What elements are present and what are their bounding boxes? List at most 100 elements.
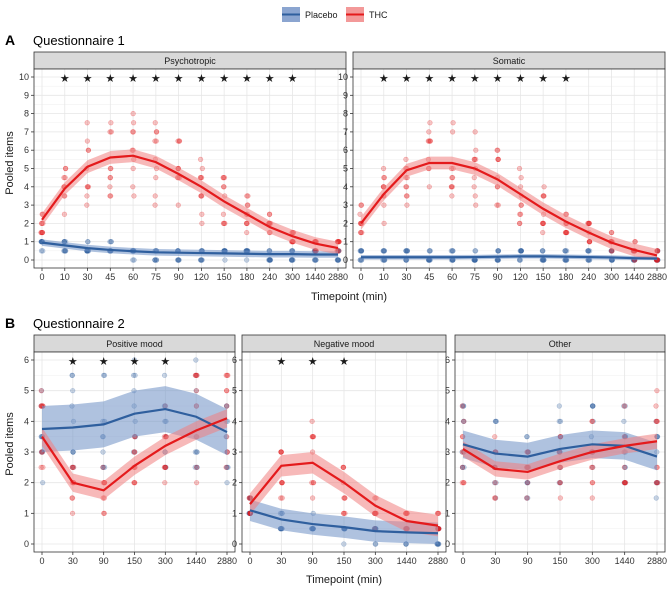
- data-point-thc: [153, 129, 159, 135]
- data-point-placebo: [40, 248, 46, 254]
- significance-star: ★: [105, 73, 115, 85]
- data-point-placebo: [622, 464, 628, 470]
- data-point-placebo: [585, 248, 591, 254]
- significance-star: ★: [561, 73, 571, 85]
- data-point-thc: [199, 211, 205, 217]
- data-point-thc: [516, 220, 523, 226]
- data-point-thc: [427, 138, 433, 144]
- significance-star: ★: [447, 73, 457, 85]
- data-point-thc: [557, 480, 563, 486]
- y-tick-label: 1: [24, 237, 29, 247]
- data-point-thc: [540, 229, 546, 236]
- data-point-placebo: [359, 248, 365, 254]
- data-point-thc: [517, 211, 523, 217]
- data-point-thc: [107, 175, 113, 181]
- data-point-thc: [517, 211, 524, 217]
- x-tick-label: 75: [470, 272, 480, 282]
- data-point-thc: [132, 480, 138, 486]
- data-point-placebo: [193, 449, 200, 455]
- x-tick-label: 240: [262, 272, 277, 282]
- data-point-placebo: [448, 248, 454, 254]
- series-line-placebo: [41, 241, 338, 256]
- data-point-thc: [381, 202, 387, 208]
- data-point-thc: [224, 388, 230, 394]
- data-point-placebo: [175, 257, 181, 263]
- data-point-thc: [69, 495, 76, 501]
- data-point-placebo: [556, 418, 562, 424]
- data-point-placebo: [357, 248, 363, 254]
- y-tick-label: 2: [24, 478, 29, 488]
- data-point-placebo: [539, 248, 545, 254]
- data-point-placebo: [266, 257, 273, 263]
- x-tick-label: 1440: [397, 556, 417, 566]
- panel-title: Psychotropic: [164, 56, 216, 66]
- data-point-thc: [540, 220, 546, 226]
- series-line-thc: [462, 440, 658, 474]
- series-line-thc: [249, 461, 439, 527]
- significance-star: ★: [219, 73, 229, 85]
- data-point-thc: [221, 175, 228, 181]
- y-tick-label: 5: [24, 164, 29, 174]
- x-tick-label: 1440: [615, 556, 635, 566]
- data-point-thc: [62, 175, 68, 181]
- x-axis-title-a: Timepoint (min): [311, 291, 387, 303]
- data-point-thc: [69, 464, 75, 470]
- data-point-thc: [107, 129, 113, 135]
- data-point-thc: [494, 147, 500, 153]
- data-point-placebo: [404, 248, 410, 254]
- data-point-thc: [310, 434, 317, 440]
- data-point-thc: [525, 480, 531, 486]
- data-point-thc: [107, 184, 113, 190]
- significance-star: ★: [379, 73, 389, 85]
- significance-star: ★: [288, 73, 298, 85]
- y-tick-label: 7: [343, 127, 348, 137]
- y-tick-label: 0: [232, 539, 237, 549]
- data-point-placebo: [266, 257, 273, 263]
- data-point-thc: [586, 220, 592, 226]
- x-tick-label: 2880: [647, 556, 667, 566]
- x-tick-label: 180: [558, 272, 573, 282]
- data-point-placebo: [459, 403, 466, 409]
- data-point-thc: [279, 495, 285, 501]
- data-point-thc: [589, 418, 595, 424]
- data-point-placebo: [130, 449, 137, 455]
- data-point-thc: [71, 464, 77, 470]
- data-point-placebo: [198, 257, 204, 263]
- x-tick-label: 180: [239, 272, 254, 282]
- data-point-placebo: [461, 403, 467, 409]
- data-point-thc: [130, 110, 136, 117]
- data-point-placebo: [193, 388, 199, 394]
- significance-star: ★: [308, 356, 318, 368]
- data-point-placebo: [193, 357, 199, 363]
- data-point-thc: [461, 480, 467, 486]
- data-point-thc: [586, 239, 592, 245]
- data-point-placebo: [473, 248, 479, 254]
- data-point-thc: [244, 193, 250, 199]
- data-point-thc: [340, 464, 346, 470]
- x-tick-label: 300: [158, 556, 173, 566]
- data-point-thc: [449, 175, 455, 181]
- data-point-thc: [459, 480, 465, 486]
- x-tick-label: 0: [460, 556, 465, 566]
- y-tick-label: 1: [343, 237, 348, 247]
- data-point-thc: [161, 464, 167, 470]
- data-point-thc: [100, 464, 106, 470]
- y-tick-label: 3: [24, 447, 29, 457]
- data-point-thc: [38, 229, 44, 236]
- data-point-thc: [518, 202, 524, 208]
- significance-star: ★: [83, 73, 93, 85]
- data-point-thc: [131, 480, 137, 486]
- data-point-placebo: [495, 248, 502, 254]
- series-line-placebo: [361, 255, 658, 260]
- data-point-thc: [471, 184, 477, 190]
- data-point-placebo: [335, 257, 342, 263]
- x-tick-label: 60: [447, 272, 457, 282]
- section-a-title: Questionnaire 1: [33, 33, 125, 48]
- x-tick-label: 90: [174, 272, 184, 282]
- significance-star: ★: [151, 73, 161, 85]
- data-point-thc: [266, 211, 273, 217]
- data-point-thc: [492, 480, 498, 486]
- data-point-thc: [220, 175, 227, 181]
- data-point-thc: [39, 229, 45, 236]
- data-point-thc: [448, 184, 455, 190]
